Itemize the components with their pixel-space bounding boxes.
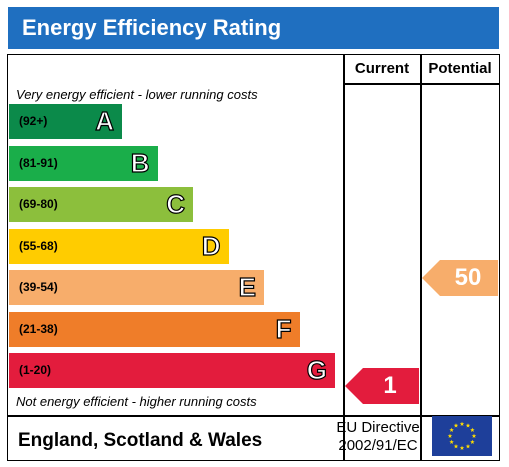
band-g: (1-20) G — [9, 353, 335, 388]
band-b: (81-91) B — [9, 145, 158, 181]
band-letter: B — [130, 147, 150, 178]
eu-star-icon — [449, 427, 454, 432]
column-divider-current — [343, 55, 345, 461]
potential-rating-arrow: 50 — [422, 260, 498, 296]
band-letter: G — [306, 354, 327, 385]
band-e: (39-54) E — [9, 270, 264, 305]
eu-directive-line1: EU Directive — [336, 419, 420, 436]
band-range: (39-54) — [19, 280, 58, 294]
band-a: (92+) A — [9, 104, 122, 139]
current-column-header: Current — [354, 60, 410, 77]
eu-star-icon — [453, 423, 459, 428]
eu-directive: EU Directive 2002/91/EC — [328, 419, 428, 455]
current-rating-arrow: 1 — [345, 368, 419, 404]
band-letter: A — [95, 105, 115, 136]
band-range: (55-68) — [19, 238, 58, 253]
top-note: Very energy efficient - lower running co… — [16, 87, 258, 102]
band-d: (55-68) D — [9, 228, 229, 264]
band-range: (92+) — [19, 114, 48, 128]
band-letter: C — [166, 188, 186, 219]
eu-star-icon — [470, 439, 475, 444]
bottom-note: Not energy efficient - higher running co… — [16, 394, 257, 409]
band-letter: F — [275, 313, 292, 344]
eu-star-icon — [447, 433, 453, 438]
potential-column-header: Potential — [428, 60, 492, 77]
header-divider — [343, 83, 500, 85]
band-c: (69-80) C — [9, 187, 193, 222]
eu-star-icon — [471, 433, 477, 438]
band-letter: E — [238, 271, 257, 302]
eu-star-icon — [465, 443, 471, 449]
band-range: (1-20) — [19, 363, 52, 377]
eu-flag-icon — [432, 416, 492, 456]
page-title: Energy Efficiency Rating — [8, 7, 499, 49]
eu-star-icon — [459, 421, 465, 426]
band-range: (81-91) — [19, 155, 58, 170]
region-label: England, Scotland & Wales — [18, 430, 263, 451]
band-f: (21-38) F — [9, 311, 300, 347]
current-rating-value: 1 — [383, 372, 397, 399]
band-range: (21-38) — [19, 321, 58, 336]
eu-star-icon — [453, 443, 459, 449]
potential-rating-value: 50 — [454, 264, 482, 291]
column-divider-potential — [420, 55, 422, 461]
eu-star-icon — [459, 445, 465, 450]
eu-star-icon — [449, 439, 454, 444]
footer-divider — [8, 415, 499, 417]
eu-star-icon — [465, 423, 471, 428]
eu-star-icon — [470, 427, 475, 432]
band-letter: D — [201, 230, 221, 261]
band-range: (69-80) — [19, 197, 58, 211]
eu-directive-line2: 2002/91/EC — [338, 437, 418, 454]
rating-table: Current Potential Very energy efficient … — [7, 54, 500, 461]
